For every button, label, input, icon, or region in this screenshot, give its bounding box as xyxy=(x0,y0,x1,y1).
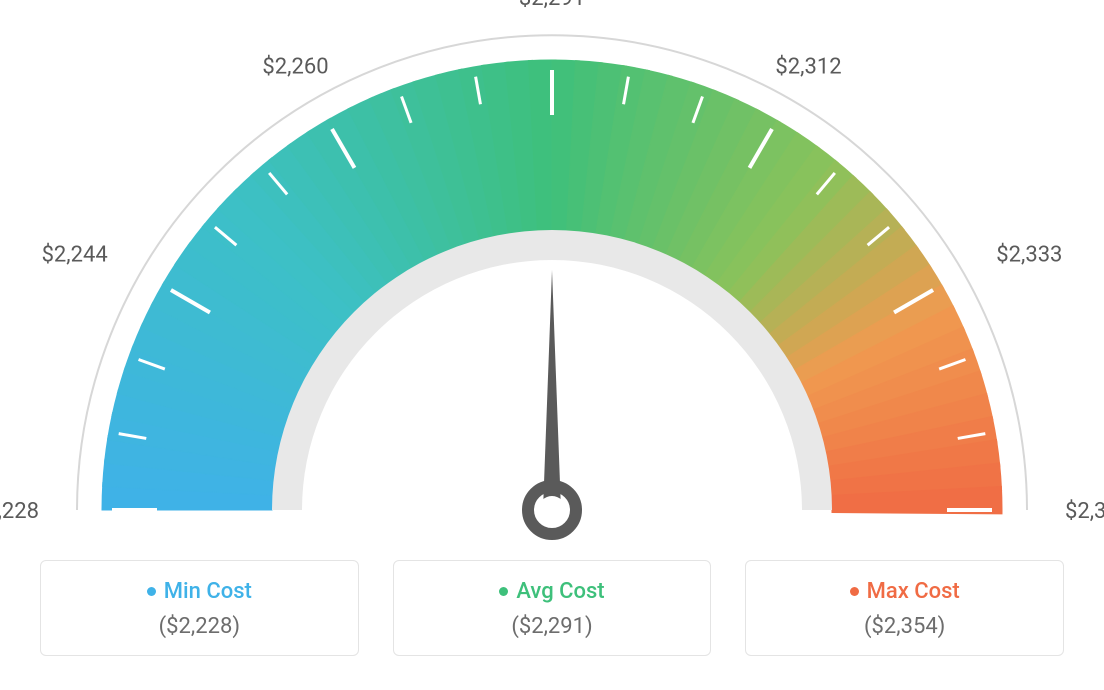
legend-label-avg: Avg Cost xyxy=(516,579,604,604)
legend-value-avg: ($2,291) xyxy=(404,614,701,639)
legend-card-min: Min Cost ($2,228) xyxy=(40,560,359,656)
gauge-needle-hub-inner xyxy=(538,496,566,524)
gauge-tick-label: $2,354 xyxy=(1065,499,1104,524)
legend-row: Min Cost xyxy=(51,579,348,604)
legend-label-min: Min Cost xyxy=(164,579,252,604)
gauge-tick-label: $2,244 xyxy=(42,243,108,268)
legend-value-max: ($2,354) xyxy=(756,614,1053,639)
legend: Min Cost ($2,228) Avg Cost ($2,291) Max … xyxy=(0,560,1104,656)
legend-value-min: ($2,228) xyxy=(51,614,348,639)
legend-row: Avg Cost xyxy=(404,579,701,604)
gauge-svg: $2,228 $2,244 $2,260 $2,291 $2,312 $2,333 $2,3… xyxy=(0,0,1104,560)
gauge-tick-label: $2,333 xyxy=(996,243,1062,268)
legend-row: Max Cost xyxy=(756,579,1053,604)
legend-label-max: Max Cost xyxy=(867,579,960,604)
legend-card-avg: Avg Cost ($2,291) xyxy=(393,560,712,656)
gauge-tick-label: $2,312 xyxy=(775,55,841,80)
legend-card-max: Max Cost ($2,354) xyxy=(745,560,1064,656)
gauge-needle xyxy=(543,270,561,510)
legend-dot-min xyxy=(147,587,156,596)
gauge-tick-label: $2,291 xyxy=(519,0,585,11)
legend-dot-avg xyxy=(499,587,508,596)
gauge-tick-label: $2,260 xyxy=(262,55,328,80)
gauge-tick-label: $2,228 xyxy=(0,499,39,524)
gauge-chart: $2,228 $2,244 $2,260 $2,291 $2,312 $2,333 $2,3… xyxy=(0,0,1104,560)
legend-dot-max xyxy=(850,587,859,596)
